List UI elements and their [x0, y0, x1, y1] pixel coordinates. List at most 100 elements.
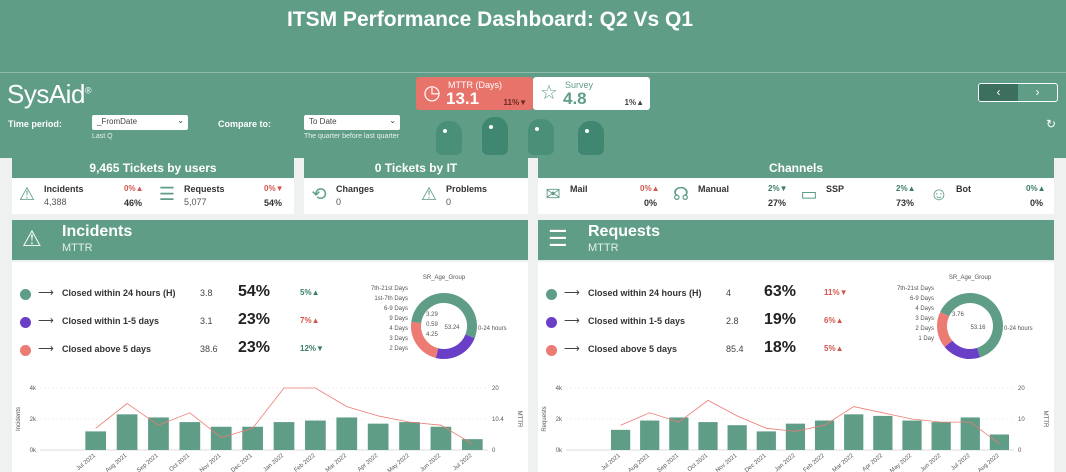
- page-nav: ‹ ›: [978, 83, 1058, 102]
- survey-kpi-card[interactable]: ☆ Survey 4.8 1%▲: [533, 77, 650, 110]
- donut-age-label: 3 Days: [915, 316, 934, 322]
- incidents-section-header: ⚠ Incidents MTTR: [12, 220, 528, 260]
- top-bar: SysAid® ◷ MTTR (Days) 13.1 11%▼ ☆ Survey…: [0, 72, 1066, 158]
- prev-page-button[interactable]: ‹: [979, 84, 1018, 101]
- incidents-row-1-5d[interactable]: ⟶ Closed within 1-5 days 3.1 23% 7%▲: [12, 311, 352, 332]
- time-period-caption: Last Q: [92, 133, 113, 140]
- survey-label: Survey: [565, 80, 594, 90]
- y2-axis-label: MTTR: [516, 411, 522, 428]
- chart-bar: [116, 414, 138, 450]
- donut-center-value: 53.16: [970, 325, 986, 331]
- y2-tick-label: 10: [1018, 417, 1025, 423]
- chart-bar: [399, 422, 420, 450]
- request-icon: ☰: [548, 226, 568, 251]
- compare-to-select[interactable]: To Date ⌄: [304, 115, 400, 130]
- requests-age-donut[interactable]: SR_Age_Group 53.16 3.76 7th-21st Days 6-9 Da…: [884, 270, 1050, 370]
- mascot-illustration: [430, 113, 610, 155]
- x-tick-label: Nov 2021: [715, 453, 739, 472]
- mttr-kpi-card[interactable]: ◷ MTTR (Days) 13.1 11%▼: [416, 77, 533, 110]
- mttr-delta: 11%▼: [503, 98, 528, 107]
- sysaid-logo: SysAid®: [7, 79, 92, 109]
- y2-tick-label: 20: [1018, 386, 1025, 392]
- mttr-value: 13.1: [446, 89, 480, 108]
- next-page-button[interactable]: ›: [1035, 85, 1040, 99]
- chart-bar: [430, 426, 452, 450]
- y2-tick-label: 20: [492, 386, 499, 392]
- requests-row-5d-plus[interactable]: ⟶ Closed above 5 days 85.4 18% 5%▲: [538, 339, 878, 360]
- requests-monthly-chart: 4k 2k 0k 20 10 0 Requests MTTR Jul 2021 Aug 2021 S…: [542, 386, 1048, 472]
- incidents-subtitle: MTTR: [62, 242, 93, 254]
- chart-bar: [242, 426, 263, 450]
- y-axis-label: Requests: [542, 406, 548, 431]
- donut-segment-0-24-hours: [940, 293, 1003, 358]
- chart-bar: [179, 422, 201, 450]
- chart-bar: [844, 414, 864, 450]
- chevron-down-icon: ⌄: [389, 116, 396, 125]
- chart-bar: [210, 426, 232, 450]
- donut-inner-label: 3.76: [952, 312, 964, 318]
- y2-tick-label: 0: [1018, 448, 1022, 454]
- donut-age-label: 9 Days: [389, 316, 408, 322]
- chart-bar: [727, 425, 747, 450]
- donut-right-label: 0-24 hours: [1004, 326, 1033, 332]
- donut-title: SR_Age_Group: [949, 275, 992, 281]
- requests-row-1-5d[interactable]: ⟶ Closed within 1-5 days 2.8 19% 6%▲: [538, 311, 878, 332]
- y2-tick-label: 0: [492, 448, 496, 454]
- requests-title: Requests: [588, 223, 661, 240]
- chart-bar: [814, 420, 835, 450]
- donut-title: SR_Age_Group: [423, 275, 466, 281]
- donut-age-label: 4 Days: [915, 306, 934, 312]
- chart-bar: [873, 415, 893, 450]
- arrow-right-icon: ⟶: [564, 315, 580, 327]
- chart-bar: [640, 420, 660, 450]
- x-tick-label: Aug 2022: [977, 453, 1001, 472]
- y-tick-label: 2k: [30, 417, 37, 423]
- refresh-icon[interactable]: ↻: [1046, 117, 1057, 131]
- mttr-label: MTTR (Days): [448, 80, 502, 90]
- donut-age-label: 2 Days: [389, 346, 408, 352]
- donut-center-value: 53.24: [444, 325, 460, 331]
- legend-dot: [546, 289, 557, 300]
- chevron-down-icon: ⌄: [177, 116, 184, 125]
- star-icon: ☆: [540, 82, 558, 104]
- x-tick-label: Jan 2022: [774, 453, 797, 472]
- tickets-by-users-card: 9,465 Tickets by users ⚠ Incidents 4,388…: [12, 158, 294, 214]
- x-tick-label: May 2022: [387, 453, 412, 472]
- y-tick-label: 4k: [556, 386, 563, 392]
- chart-bar: [305, 420, 326, 450]
- incidents-row-24h[interactable]: ⟶ Closed within 24 hours (H) 3.8 54% 5%▲: [12, 283, 352, 304]
- donut-inner-label: 3.29: [426, 312, 438, 318]
- x-tick-label: Aug 2021: [105, 453, 129, 472]
- chart-bar: [336, 417, 358, 450]
- x-tick-label: Dec 2021: [744, 453, 768, 472]
- headset-icon: ☊: [673, 184, 689, 204]
- incidents-row-5d-plus[interactable]: ⟶ Closed above 5 days 38.6 23% 12%▼: [12, 339, 352, 360]
- donut-age-label: 1 Day: [918, 336, 934, 342]
- x-tick-label: Jul 2022: [452, 453, 474, 472]
- chart-bar: [989, 434, 1010, 450]
- legend-dot: [20, 317, 31, 328]
- donut-segment-above-5-days: [937, 311, 953, 348]
- incidents-age-donut[interactable]: SR_Age_Group 53.24 3.29 0.59 4.25 7th-21st Da…: [358, 270, 524, 370]
- chart-bar: [669, 417, 689, 450]
- donut-segment-1-5-days: [435, 334, 475, 359]
- donut-age-label: 1st-7th Days: [374, 296, 408, 302]
- requests-subtitle: MTTR: [588, 242, 619, 254]
- donut-age-label: 2 Days: [915, 326, 934, 332]
- chart-bar: [461, 439, 483, 450]
- donut-segment-above-5-days: [411, 321, 439, 358]
- requests-row-24h[interactable]: ⟶ Closed within 24 hours (H) 4 63% 11%▼: [538, 283, 878, 304]
- legend-dot: [546, 345, 557, 356]
- y-tick-label: 0k: [30, 448, 37, 454]
- chart-bar: [148, 417, 169, 450]
- y-axis-label: Incidents: [16, 407, 22, 431]
- arrow-right-icon: ⟶: [38, 315, 54, 327]
- x-tick-label: May 2022: [889, 453, 914, 472]
- channels-card: Channels ✉ Mail 0%▲ 0% ☊ Manual 2%▼ 27% …: [538, 158, 1054, 214]
- page-title: ITSM Performance Dashboard: Q2 Vs Q1: [286, 8, 694, 31]
- donut-age-label: 3 Days: [389, 336, 408, 342]
- time-period-select[interactable]: _FromDate ⌄: [92, 115, 188, 130]
- donut-age-label: 4 Days: [389, 326, 408, 332]
- chart-bar: [273, 422, 295, 450]
- chart-bar: [785, 423, 806, 450]
